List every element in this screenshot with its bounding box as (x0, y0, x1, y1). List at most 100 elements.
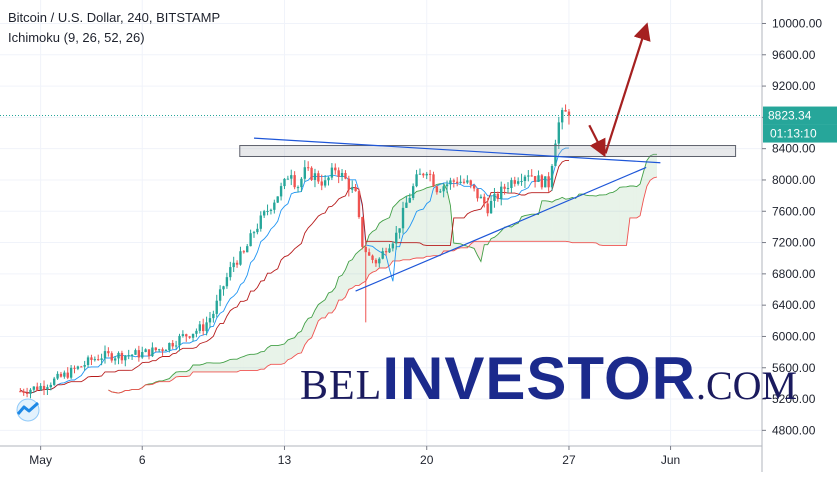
cloud-segment (193, 364, 197, 372)
cloud-segment (443, 183, 448, 251)
candle-body (516, 181, 520, 184)
candle (188, 335, 191, 339)
cloud-segment (230, 359, 234, 372)
candle-body (296, 187, 300, 189)
candle-body (307, 167, 310, 169)
candle (371, 254, 374, 264)
candle-body (391, 243, 395, 249)
cloud-segment (277, 344, 282, 365)
cloud-segment (335, 276, 339, 309)
tradingview-logo-icon[interactable] (12, 398, 44, 427)
cloud-segment (514, 223, 519, 242)
candle-body (510, 180, 513, 189)
candle-body (144, 349, 147, 353)
cloud-segment (182, 371, 187, 377)
candle (279, 182, 283, 201)
x-tick-label: 6 (139, 453, 146, 467)
cloud-segment (474, 241, 478, 256)
x-tick-label: 13 (278, 453, 292, 467)
candle-body (262, 211, 266, 216)
candle-body (117, 352, 120, 359)
candle (283, 178, 286, 190)
cloud-segment (524, 214, 529, 242)
cloud-segment (264, 347, 268, 370)
candle (124, 355, 127, 367)
candle-body (533, 176, 537, 182)
cloud-segment (287, 338, 292, 360)
candle-body (439, 191, 442, 193)
candle (452, 178, 455, 188)
candle-body (80, 366, 83, 368)
candle (269, 208, 273, 215)
candle-body (256, 228, 259, 233)
candle (344, 170, 347, 180)
candle-body (103, 351, 107, 359)
cloud-segment (257, 351, 261, 371)
chart-legend: Bitcoin / U.S. Dollar, 240, BITSTAMP Ich… (8, 8, 220, 48)
candle-body (425, 173, 428, 176)
candle (554, 139, 557, 167)
candle-body (347, 178, 351, 190)
cloud-segment (406, 195, 410, 260)
cloud-segment (270, 345, 275, 365)
candle (53, 376, 56, 386)
candle-body (86, 357, 90, 365)
x-tick-label: 20 (420, 453, 434, 467)
y-tick-label: 7600.00 (772, 204, 816, 218)
cloud-segment (470, 241, 475, 249)
candle-body (415, 174, 418, 187)
candle-body (523, 176, 527, 182)
candle-body (401, 207, 405, 229)
cloud-segment (314, 304, 319, 330)
candle-body (493, 193, 496, 201)
cloud-segment (321, 299, 326, 318)
cloud-segment (589, 195, 593, 243)
candle-body (185, 334, 188, 337)
candle-body (198, 324, 201, 331)
candle (80, 365, 83, 368)
candle (29, 388, 32, 399)
candle-body (469, 180, 472, 185)
candle (246, 243, 249, 253)
cloud-segment (260, 351, 265, 370)
candle (97, 354, 100, 361)
cloud-segment (233, 359, 238, 372)
cloud-segment (216, 363, 221, 372)
candle-body (151, 347, 154, 357)
candle-body (351, 187, 354, 190)
candle-body (83, 364, 86, 367)
candle-body (69, 367, 73, 378)
candle (19, 387, 22, 393)
candle (307, 161, 310, 171)
candle-body (367, 252, 371, 256)
candle (533, 175, 537, 188)
candle (459, 175, 462, 184)
candle (496, 191, 500, 202)
cloud-segment (358, 248, 363, 286)
candle-body (540, 175, 544, 188)
candle-body (435, 186, 439, 193)
candle-body (449, 180, 452, 185)
candle-body (205, 322, 208, 332)
candle (36, 382, 39, 391)
candle-body (500, 186, 503, 199)
y-axis-bg (762, 0, 838, 472)
candle (513, 176, 516, 187)
candle-body (202, 324, 205, 332)
cloud-segment (508, 226, 512, 242)
candle (395, 225, 398, 250)
cloud-segment (284, 339, 288, 364)
candle-body (259, 215, 262, 229)
candle-body (527, 175, 530, 177)
candle-body (459, 181, 462, 184)
candle (378, 257, 381, 268)
trend-line-lower (355, 166, 647, 292)
candle (137, 345, 141, 362)
cloud-segment (633, 186, 637, 218)
candle (449, 177, 452, 190)
candle-body (134, 350, 137, 355)
candle (516, 177, 520, 186)
candle-body (313, 173, 317, 180)
